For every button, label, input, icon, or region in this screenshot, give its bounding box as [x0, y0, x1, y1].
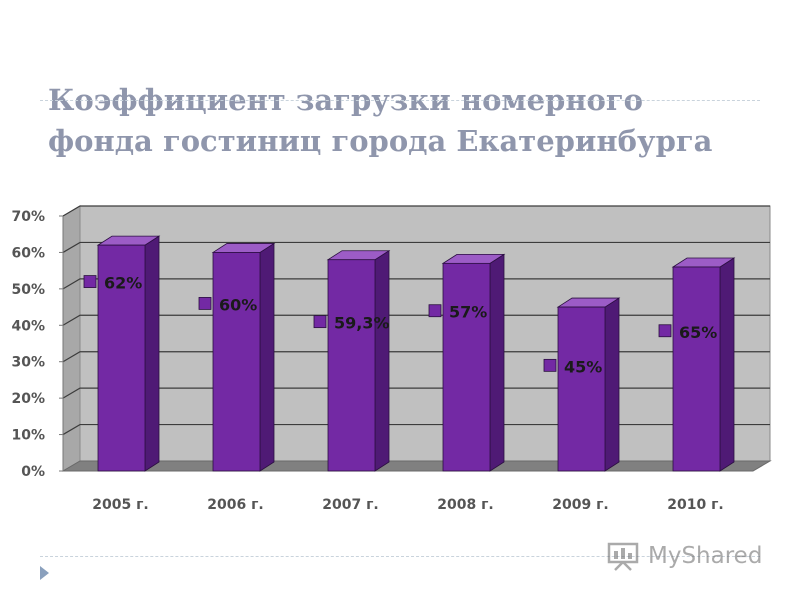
y-tick-label: 40% [11, 318, 45, 334]
chart-floor [61, 460, 772, 472]
data-label-marker [658, 324, 672, 338]
presentation-icon [607, 542, 639, 571]
x-tick-label: 2007 г. [322, 497, 378, 513]
bar [557, 306, 606, 472]
watermark: MyShared [606, 536, 762, 576]
bar-side [489, 253, 505, 472]
data-label: 45% [564, 357, 602, 376]
bar [212, 252, 261, 472]
y-tick-label: 0% [21, 464, 45, 480]
data-label-marker [428, 304, 442, 318]
data-label: 60% [219, 295, 257, 314]
slide-nav-arrow-icon[interactable] [40, 566, 49, 580]
gridline [62, 314, 770, 326]
bar [672, 266, 721, 472]
bar-side [719, 257, 735, 472]
x-tick-label: 2010 г. [667, 497, 723, 513]
bar [442, 262, 491, 472]
bar-side [144, 235, 160, 472]
y-tick-label: 10% [11, 428, 45, 444]
slide-title-line2: фонда гостиниц города Екатеринбурга [48, 124, 713, 158]
x-tick-label: 2009 г. [552, 497, 608, 513]
footer-divider [40, 556, 760, 557]
x-tick-label: 2006 г. [207, 497, 263, 513]
data-label: 65% [679, 323, 717, 342]
watermark-text: MyShared [648, 543, 763, 569]
gridline [62, 423, 770, 436]
data-label-marker [198, 297, 212, 310]
data-label: 59,3% [334, 314, 390, 333]
gridline [62, 387, 770, 399]
title-divider [40, 100, 760, 101]
data-label-marker [313, 315, 327, 329]
x-tick-label: 2008 г. [437, 497, 493, 513]
y-tick-label: 70% [11, 209, 45, 225]
y-tick-label: 30% [11, 355, 45, 371]
data-label: 62% [104, 274, 142, 293]
data-label-marker [543, 358, 557, 372]
chart-side-wall [62, 205, 81, 472]
gridline [62, 278, 770, 290]
y-tick-label: 50% [11, 282, 45, 298]
bar-side [259, 242, 275, 472]
data-label: 57% [449, 303, 487, 322]
y-tick-label: 60% [11, 245, 45, 261]
gridline [62, 205, 770, 217]
bar-side [604, 297, 620, 472]
bar [327, 259, 376, 472]
x-tick-label: 2005 г. [92, 497, 148, 513]
bar [97, 244, 146, 472]
y-tick-label: 20% [11, 391, 45, 407]
data-label-marker [83, 275, 97, 288]
gridline [62, 241, 770, 253]
gridline [62, 351, 770, 363]
bar-side [374, 249, 390, 472]
